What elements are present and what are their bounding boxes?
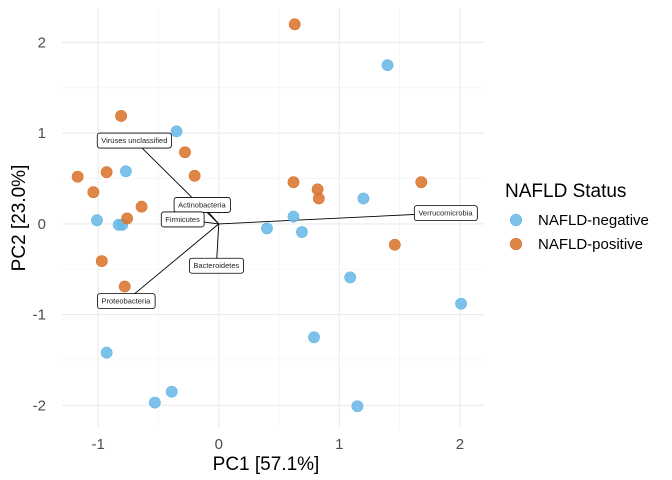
data-point — [87, 186, 100, 199]
data-point — [287, 176, 300, 189]
legend-key — [509, 237, 523, 251]
loading-label: Actinobacteria — [173, 197, 231, 213]
y-tick-label: -2 — [33, 397, 46, 414]
data-point — [312, 192, 325, 205]
loading-label-box — [97, 293, 156, 310]
data-point — [71, 170, 84, 183]
legend-title: NAFLD Status — [505, 181, 626, 202]
y-tick-label: -1 — [33, 307, 46, 324]
data-point — [165, 385, 178, 398]
data-point — [179, 146, 191, 159]
loading-label-text: Verrucomicrobia — [418, 209, 473, 218]
y-tick-label: 1 — [38, 125, 46, 142]
data-point — [415, 176, 428, 189]
data-point — [261, 222, 273, 235]
loading-label-box — [413, 205, 478, 222]
data-point — [95, 255, 108, 267]
loading-label-box — [96, 132, 172, 149]
loading-labels: Viruses unclassified Actinobacteria Firmic… — [96, 132, 478, 310]
x-tick-label: 2 — [456, 436, 464, 453]
x-tick-label: 0 — [215, 436, 223, 453]
legend-label: NAFLD-positive — [538, 236, 643, 253]
loading-label-box — [160, 211, 205, 228]
data-point — [148, 396, 161, 409]
data-point — [91, 214, 103, 227]
y-tick-label: 0 — [38, 216, 46, 233]
data-point — [135, 200, 148, 213]
data-point — [351, 400, 364, 413]
data-point — [115, 110, 127, 122]
data-points — [71, 18, 467, 413]
loading-label-text: Proteobacteria — [102, 297, 152, 306]
data-point — [381, 59, 394, 72]
data-point — [388, 238, 401, 251]
loading-label: Firmicutes — [160, 211, 205, 228]
data-point — [170, 125, 183, 138]
loading-label: Viruses unclassified — [96, 132, 172, 149]
loading-label-text: Bacteroidetes — [193, 261, 239, 270]
data-point — [287, 210, 300, 223]
loading-label-text: Viruses unclassified — [101, 136, 167, 145]
loading-label-text: Firmicutes — [165, 215, 200, 224]
y-tick-label: 2 — [38, 34, 46, 51]
data-point — [188, 169, 201, 182]
loading-label-box — [188, 257, 244, 274]
loading-label: Proteobacteria — [97, 293, 156, 310]
data-point — [296, 226, 308, 238]
grid-lines — [62, 8, 484, 428]
y-axis-title: PC2 [23.0%] — [9, 165, 30, 272]
legend-key — [509, 213, 523, 227]
x-tick-label: -1 — [91, 436, 104, 453]
data-point — [118, 280, 131, 293]
data-point — [308, 331, 320, 344]
legend-label: NAFLD-negative — [538, 212, 649, 229]
data-point — [288, 18, 301, 31]
data-point — [100, 166, 113, 179]
loading-label: Bacteroidetes — [188, 257, 244, 274]
data-point — [120, 165, 132, 178]
legend: NAFLD Status NAFLD-negative NAFLD-positiv… — [505, 181, 649, 253]
data-point — [100, 346, 113, 359]
loading-arrow — [125, 223, 220, 302]
x-axis-title: PC1 [57.1%] — [213, 454, 320, 475]
x-tick-label: 1 — [335, 436, 343, 453]
data-point — [455, 297, 467, 310]
data-point — [344, 271, 357, 284]
loading-label: Verrucomicrobia — [413, 205, 478, 222]
data-point — [121, 212, 134, 225]
axis-ticks: -1 0 1 2 -2 -1 0 1 2 — [33, 34, 464, 453]
data-point — [357, 192, 370, 205]
loading-label-text: Actinobacteria — [178, 200, 226, 209]
loading-arrow — [218, 212, 446, 225]
